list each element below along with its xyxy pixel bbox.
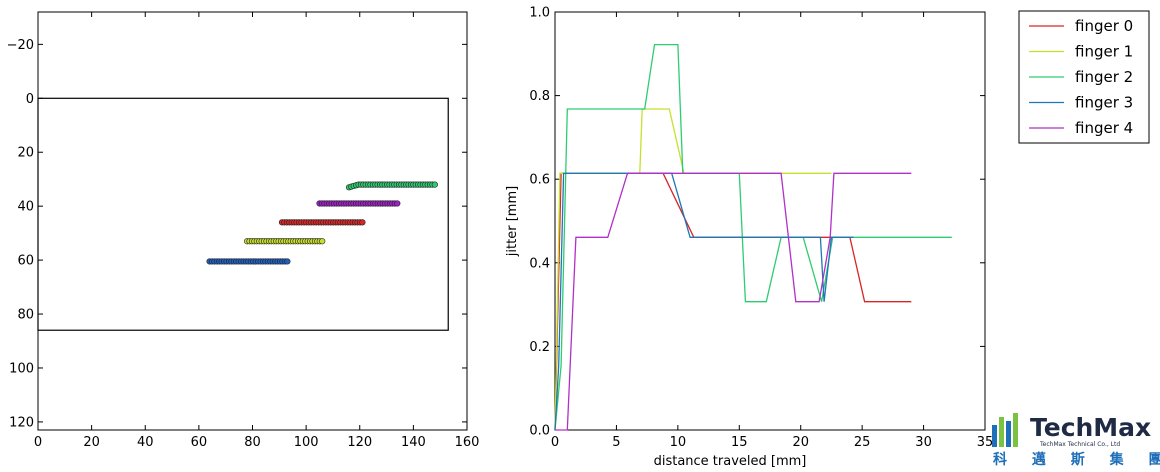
scatter-point — [359, 219, 366, 226]
right-y-tick-label: 0.6 — [529, 173, 550, 188]
right-y-tick-label: 1.0 — [529, 6, 550, 21]
scatter-series-4 — [316, 200, 401, 207]
left-x-tick-label: 40 — [137, 435, 154, 450]
right-y-tick-label: 0.8 — [529, 89, 550, 104]
left-x-tick-label: 120 — [347, 435, 372, 450]
right-x-tick-label: 20 — [792, 435, 809, 450]
left-y-tick-label: 80 — [17, 308, 34, 323]
right-y-tick-label: 0.4 — [529, 256, 550, 271]
scatter-point — [284, 258, 291, 265]
right-y-tick-label: 0.0 — [529, 424, 550, 439]
y-axis-label: jitter [mm] — [505, 186, 520, 257]
scatter-point — [394, 200, 401, 207]
series-line-finger-1 — [554, 108, 832, 431]
right-x-tick-label: 25 — [854, 435, 871, 450]
right-x-tick-label: 15 — [731, 435, 748, 450]
left-x-tick-label: 20 — [83, 435, 100, 450]
series-line-finger-4 — [555, 172, 912, 431]
legend-label: finger 0 — [1075, 17, 1133, 35]
logo-bar — [992, 425, 997, 447]
scatter-point — [319, 238, 326, 245]
touch-area-rectangle — [37, 97, 449, 331]
right-axes-frame — [554, 11, 986, 431]
left-y-tick-label: −20 — [7, 38, 34, 53]
legend-label: finger 1 — [1075, 43, 1133, 61]
left-x-tick-label: 60 — [191, 435, 208, 450]
scatter-series-1 — [244, 238, 326, 245]
right-x-tick-label: 5 — [612, 435, 620, 450]
left-x-tick-label: 160 — [455, 435, 480, 450]
legend-label: finger 3 — [1075, 94, 1133, 112]
scatter-series-3 — [206, 258, 291, 265]
right-x-tick-label: 35 — [977, 435, 994, 450]
logo-chinese-name: 科 邁 斯 集 團 — [993, 451, 1160, 468]
left-y-tick-label: 100 — [9, 361, 34, 376]
logo-subtitle: TechMax Technical Co., Ltd — [1039, 441, 1120, 448]
right-y-tick-label: 0.2 — [529, 340, 550, 355]
scatter-series-0 — [278, 219, 366, 226]
logo-bar — [1013, 413, 1018, 447]
left-x-tick-label: 100 — [294, 435, 319, 450]
series-line-finger-0 — [554, 172, 912, 431]
legend-label: finger 4 — [1075, 119, 1133, 137]
left-x-tick-label: 140 — [401, 435, 426, 450]
left-y-tick-label: 20 — [17, 146, 34, 161]
left-y-tick-label: 60 — [17, 254, 34, 269]
right-x-tick-label: 30 — [915, 435, 932, 450]
finger-positions-scatter-plot: 0 20 40 60 80 100 120 140 160 −20 0 20 40 60 80 100 120 — [7, 11, 480, 450]
left-y-tick-label: 0 — [26, 92, 34, 107]
scatter-point — [431, 181, 438, 188]
x-axis-label: distance traveled [mm] — [654, 454, 807, 469]
logo-name: TechMax — [1030, 413, 1151, 442]
logo-bar — [1006, 421, 1011, 447]
scatter-series-2 — [345, 181, 438, 191]
left-y-tick-label: 120 — [9, 415, 34, 430]
legend: finger 0 finger 1 finger 2 finger 3 finger 4 — [1018, 10, 1150, 144]
jitter-line-chart: 0 5 10 15 20 25 30 35 0.0 0.2 0.4 0.6 0.8 1.0 distance… — [505, 6, 993, 470]
legend-label: finger 2 — [1075, 68, 1133, 86]
left-x-tick-label: 80 — [244, 435, 261, 450]
left-y-tick-label: 40 — [17, 200, 34, 215]
left-axes-frame — [37, 11, 468, 431]
series-line-finger-3 — [554, 172, 854, 431]
right-x-tick-label: 0 — [551, 435, 559, 450]
right-x-tick-label: 10 — [670, 435, 687, 450]
left-x-tick-label: 0 — [34, 435, 42, 450]
logo-bar — [999, 417, 1004, 447]
